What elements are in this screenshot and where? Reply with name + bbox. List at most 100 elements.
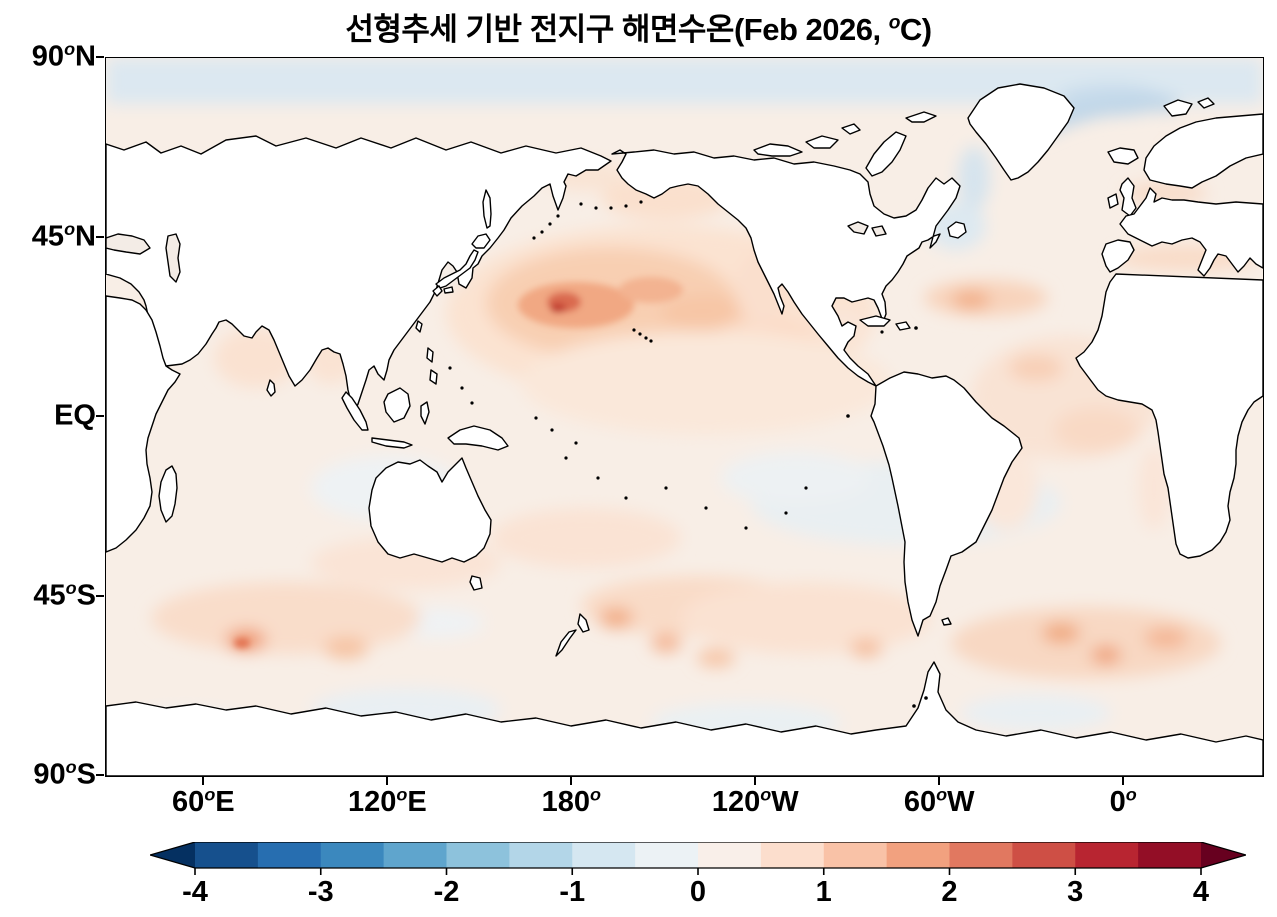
y-tick-label-4: 90oS bbox=[33, 756, 96, 791]
land-sakhalin bbox=[482, 189, 492, 229]
colorbar-tick-label-3: -1 bbox=[559, 876, 586, 908]
lake-huron bbox=[871, 225, 887, 237]
lake-caspian bbox=[165, 233, 181, 283]
land-ireland bbox=[1107, 193, 1119, 209]
y-tick-mark-1 bbox=[96, 235, 104, 238]
x-tick-label-3: 120oW bbox=[711, 784, 799, 818]
island-dots bbox=[448, 200, 928, 708]
x-tick-label-4: 60oW bbox=[903, 784, 975, 818]
y-tick-mark-2 bbox=[96, 415, 104, 417]
land-borneo bbox=[383, 387, 411, 423]
colorbar-segment-9 bbox=[760, 842, 825, 868]
land-north-america bbox=[611, 149, 961, 387]
y-tick-mark-4 bbox=[96, 774, 104, 776]
land-south-america bbox=[870, 371, 1023, 637]
land-new-guinea bbox=[447, 425, 509, 451]
colorbar-segment-15 bbox=[1138, 842, 1202, 868]
land-victoria-island bbox=[753, 143, 803, 157]
map-plot-area bbox=[105, 57, 1264, 777]
colorbar-tick-label-4: 0 bbox=[689, 876, 707, 908]
land-arctic-island-3 bbox=[841, 123, 861, 135]
land-great-britain bbox=[1119, 177, 1137, 217]
land-baffin-island bbox=[865, 131, 907, 177]
land-newfoundland bbox=[947, 221, 967, 239]
land-europe bbox=[1119, 187, 1263, 277]
title-unit: C) bbox=[899, 12, 932, 47]
x-tick-label-2: 180o bbox=[541, 784, 601, 818]
title-degree-symbol: o bbox=[888, 12, 901, 34]
colorbar-segment-0 bbox=[195, 842, 259, 868]
land-japan-shikoku bbox=[443, 286, 454, 294]
colorbar-segment-1 bbox=[257, 842, 322, 868]
land-iberia bbox=[1101, 239, 1135, 273]
y-tick-label-3: 45oS bbox=[33, 577, 96, 611]
colorbar-svg bbox=[147, 841, 1249, 875]
colorbar-under-arrow bbox=[150, 842, 195, 868]
colorbar-segment-7 bbox=[635, 842, 699, 868]
land-japan-kyushu bbox=[432, 285, 443, 297]
figure-title: 선형추세 기반 전지구 해면수온(Feb 2026, oC) bbox=[0, 4, 1277, 49]
colorbar-over-arrow bbox=[1201, 842, 1246, 868]
x-tick-mark-0 bbox=[202, 777, 205, 785]
land-africa-east bbox=[106, 295, 181, 553]
y-tick-mark-3 bbox=[96, 594, 104, 597]
y-tick-label-0: 90oN bbox=[31, 38, 96, 73]
land-scandinavia bbox=[1143, 113, 1263, 189]
land-svalbard bbox=[1163, 99, 1193, 117]
colorbar-segment-10 bbox=[823, 842, 888, 868]
colorbar-tick-label-7: 3 bbox=[1067, 876, 1084, 908]
x-tick-mark-2 bbox=[570, 777, 573, 785]
land-mindanao bbox=[429, 369, 438, 385]
colorbar-tick-label-8: 4 bbox=[1192, 876, 1210, 908]
land-japan-honshu bbox=[435, 249, 479, 289]
land-australia bbox=[368, 457, 492, 563]
colorbar-segment-13 bbox=[1012, 842, 1076, 868]
land-nz-north bbox=[577, 613, 590, 633]
land-antarctica bbox=[106, 661, 1263, 776]
anomaly-hotspots bbox=[234, 277, 683, 648]
colorbar-segments bbox=[195, 842, 1202, 868]
x-tick-label-0: 60oE bbox=[172, 784, 235, 818]
land-iceland bbox=[1107, 147, 1139, 165]
lake-black-sea bbox=[106, 233, 151, 255]
land-luzon bbox=[426, 347, 434, 363]
land-madagascar bbox=[158, 465, 178, 523]
land-srilanka bbox=[266, 379, 276, 397]
colorbar-ticks bbox=[194, 868, 1202, 875]
title-text: 선형추세 기반 전지구 해면수온(Feb 2026, bbox=[345, 12, 889, 47]
land-japan-hokkaido bbox=[471, 233, 491, 249]
colorbar-segment-6 bbox=[572, 842, 636, 868]
colorbar-segment-8 bbox=[698, 842, 762, 868]
colorbar-tick-label-6: 2 bbox=[941, 876, 958, 908]
y-tick-label-2: EQ bbox=[54, 399, 96, 432]
land-svalbard-2 bbox=[1197, 97, 1215, 109]
land-cuba bbox=[859, 315, 891, 327]
colorbar-tick-label-0: -4 bbox=[182, 876, 208, 908]
land-sulawesi bbox=[420, 401, 430, 425]
colorbar-tick-label-5: 1 bbox=[815, 876, 832, 908]
land-africa-west bbox=[1075, 273, 1263, 559]
y-tick-label-1: 45oN bbox=[31, 218, 96, 252]
coastlines bbox=[106, 83, 1263, 776]
colorbar-tick-label-2: -2 bbox=[433, 876, 460, 908]
land-arctic-island-4 bbox=[905, 111, 937, 123]
land-nz-south bbox=[555, 629, 577, 657]
lake-superior bbox=[847, 221, 869, 235]
colorbar-tick-label-1: -3 bbox=[307, 876, 334, 908]
colorbar bbox=[147, 841, 1249, 875]
x-tick-label-1: 120oE bbox=[347, 784, 427, 818]
land-sumatra bbox=[341, 391, 369, 431]
land-falklands bbox=[941, 617, 952, 626]
x-tick-mark-1 bbox=[386, 777, 389, 785]
land-hispaniola bbox=[895, 321, 911, 331]
world-sst-anomaly-map bbox=[106, 58, 1263, 776]
land-taiwan bbox=[415, 320, 423, 333]
x-tick-mark-5 bbox=[1122, 777, 1125, 785]
x-tick-label-5: 0o bbox=[1109, 784, 1137, 818]
colorbar-segment-3 bbox=[383, 842, 447, 868]
colorbar-segment-2 bbox=[320, 842, 385, 868]
colorbar-segment-4 bbox=[446, 842, 510, 868]
colorbar-segment-12 bbox=[949, 842, 1013, 868]
land-arctic-island-2 bbox=[805, 135, 839, 149]
